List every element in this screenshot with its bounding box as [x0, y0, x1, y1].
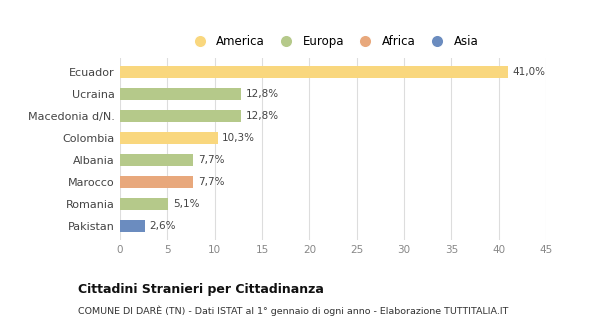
Text: COMUNE DI DARÈ (TN) - Dati ISTAT al 1° gennaio di ogni anno - Elaborazione TUTTI: COMUNE DI DARÈ (TN) - Dati ISTAT al 1° g… [78, 306, 508, 316]
Bar [120, 176, 193, 188]
Text: 12,8%: 12,8% [246, 111, 279, 121]
Text: 5,1%: 5,1% [173, 199, 200, 209]
Text: 7,7%: 7,7% [197, 177, 224, 187]
Text: 41,0%: 41,0% [513, 67, 546, 77]
Text: Cittadini Stranieri per Cittadinanza: Cittadini Stranieri per Cittadinanza [78, 283, 324, 296]
Bar [120, 132, 218, 144]
Text: 10,3%: 10,3% [222, 133, 255, 143]
Bar [120, 88, 241, 100]
Text: 12,8%: 12,8% [246, 89, 279, 99]
Bar [120, 154, 193, 166]
Bar [120, 198, 168, 210]
Bar [120, 220, 145, 232]
Legend: America, Europa, Africa, Asia: America, Europa, Africa, Asia [183, 31, 483, 53]
Text: 2,6%: 2,6% [149, 221, 176, 231]
Text: 7,7%: 7,7% [197, 155, 224, 165]
Bar [120, 110, 241, 122]
Bar [120, 66, 508, 78]
